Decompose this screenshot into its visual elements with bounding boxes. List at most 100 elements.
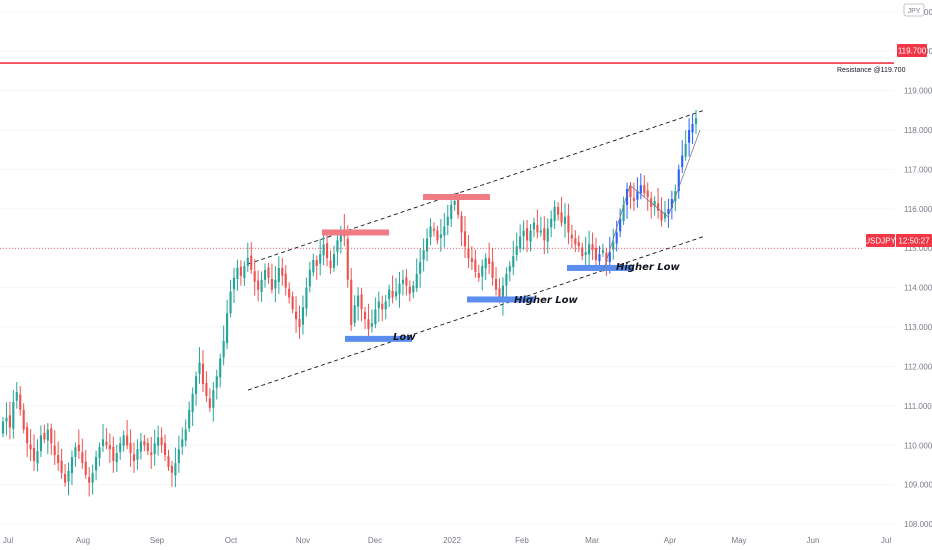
currency-badge-box[interactable] <box>903 3 925 17</box>
support-zone[interactable] <box>345 335 412 342</box>
candle-body <box>401 279 405 284</box>
candle-body <box>326 243 329 259</box>
candle-body <box>450 204 453 220</box>
candle-body <box>405 277 408 286</box>
candle-body <box>398 283 401 294</box>
candle-body <box>598 254 601 262</box>
candle-body <box>60 460 63 473</box>
candle-body <box>546 228 549 242</box>
candle-body <box>115 453 118 463</box>
candle-body <box>415 273 418 289</box>
candle-body <box>146 442 149 452</box>
candle-body <box>308 269 311 287</box>
candle-body <box>532 222 536 230</box>
support-zone[interactable] <box>567 264 634 271</box>
currency-badge-label: JPY <box>908 8 921 15</box>
x-axis[interactable]: Jul Aug Sep Oct Nov Dec 2022 Feb Mar Apr May Jun Jul <box>3 536 891 545</box>
candle-body <box>291 296 294 310</box>
candle-body <box>439 234 442 238</box>
y-tick-label: 109.000 <box>904 481 932 490</box>
y-tick-label: 111.000 <box>904 402 932 411</box>
candle-body <box>577 241 580 247</box>
candle-body <box>81 452 84 463</box>
candle-body <box>553 206 556 222</box>
candle-body <box>346 238 349 280</box>
candle-body <box>160 437 163 446</box>
candle-body <box>95 457 98 471</box>
candle-body <box>43 433 46 440</box>
support-zone[interactable] <box>467 296 534 303</box>
y-tick-label: 115.000 <box>904 244 932 253</box>
candle-body <box>63 474 67 483</box>
candle-body <box>270 278 273 290</box>
x-tick-label: Sep <box>150 536 165 545</box>
candle-body <box>353 305 356 323</box>
overlays: Resistance @119.700 Low Higher Low Highe… <box>0 62 906 343</box>
candle-body <box>384 301 387 310</box>
candle-body <box>132 454 136 462</box>
resistance-tag-value: 119.700 <box>898 47 927 56</box>
candle-body <box>574 238 577 245</box>
candle-body <box>232 277 236 290</box>
trend-lines <box>602 129 701 272</box>
candle-body <box>501 285 504 302</box>
candle-body <box>22 409 25 430</box>
candle-body <box>477 273 480 278</box>
x-tick-label: Jul <box>3 536 13 545</box>
candle-body <box>684 143 687 157</box>
candle-body <box>84 461 87 475</box>
candle-body <box>619 218 622 232</box>
candle-body <box>584 252 587 255</box>
annotation-low: Low <box>393 332 416 343</box>
candle-body <box>643 185 646 194</box>
candle-body <box>515 246 518 255</box>
candle-body <box>557 206 560 215</box>
resistance-zone[interactable] <box>322 229 389 236</box>
candle-body <box>539 230 542 233</box>
candle-body <box>236 267 239 279</box>
candle-body <box>119 443 122 452</box>
symbol-tag-box <box>866 234 895 247</box>
resistance-zone[interactable] <box>423 194 490 201</box>
candle-body <box>360 294 363 310</box>
candle-body <box>277 267 280 283</box>
candle-body <box>29 444 32 450</box>
annotation-higher-low-1: Higher Low <box>514 295 579 306</box>
candle-body <box>529 230 532 242</box>
candle-body <box>243 265 246 279</box>
candle-body <box>195 376 198 395</box>
y-tick-label: 117.000 <box>904 165 932 174</box>
y-tick-label: 112.000 <box>904 362 932 371</box>
candle-body <box>19 394 22 410</box>
candle-body <box>305 287 308 309</box>
channel-lower-line[interactable] <box>247 235 705 391</box>
candle-body <box>312 260 315 273</box>
candle-body <box>677 169 680 192</box>
candle-body <box>436 230 439 241</box>
candle-body <box>222 340 225 358</box>
candle-body <box>543 228 546 241</box>
symbol-tag-label: USDJPY <box>864 237 896 246</box>
candle-body <box>422 250 425 260</box>
candle-body <box>170 465 174 473</box>
candle-body <box>226 313 229 344</box>
zones <box>322 194 634 342</box>
candle-body <box>491 261 494 278</box>
candle-body <box>150 452 153 456</box>
candle-body <box>594 247 598 261</box>
candle-body <box>636 191 639 200</box>
candle-body <box>91 472 94 483</box>
candle-body <box>315 260 318 266</box>
candle-body <box>508 265 511 272</box>
x-tick-label: May <box>731 536 746 545</box>
candle-body <box>212 390 215 408</box>
candle-body <box>284 273 287 288</box>
candle-body <box>250 255 253 270</box>
y-tick-label: 108.000 <box>904 520 932 529</box>
candle-body <box>615 232 618 244</box>
candle-body <box>488 258 491 264</box>
candle-body <box>163 442 167 456</box>
candle-body <box>463 231 467 247</box>
candle-body <box>112 446 115 462</box>
